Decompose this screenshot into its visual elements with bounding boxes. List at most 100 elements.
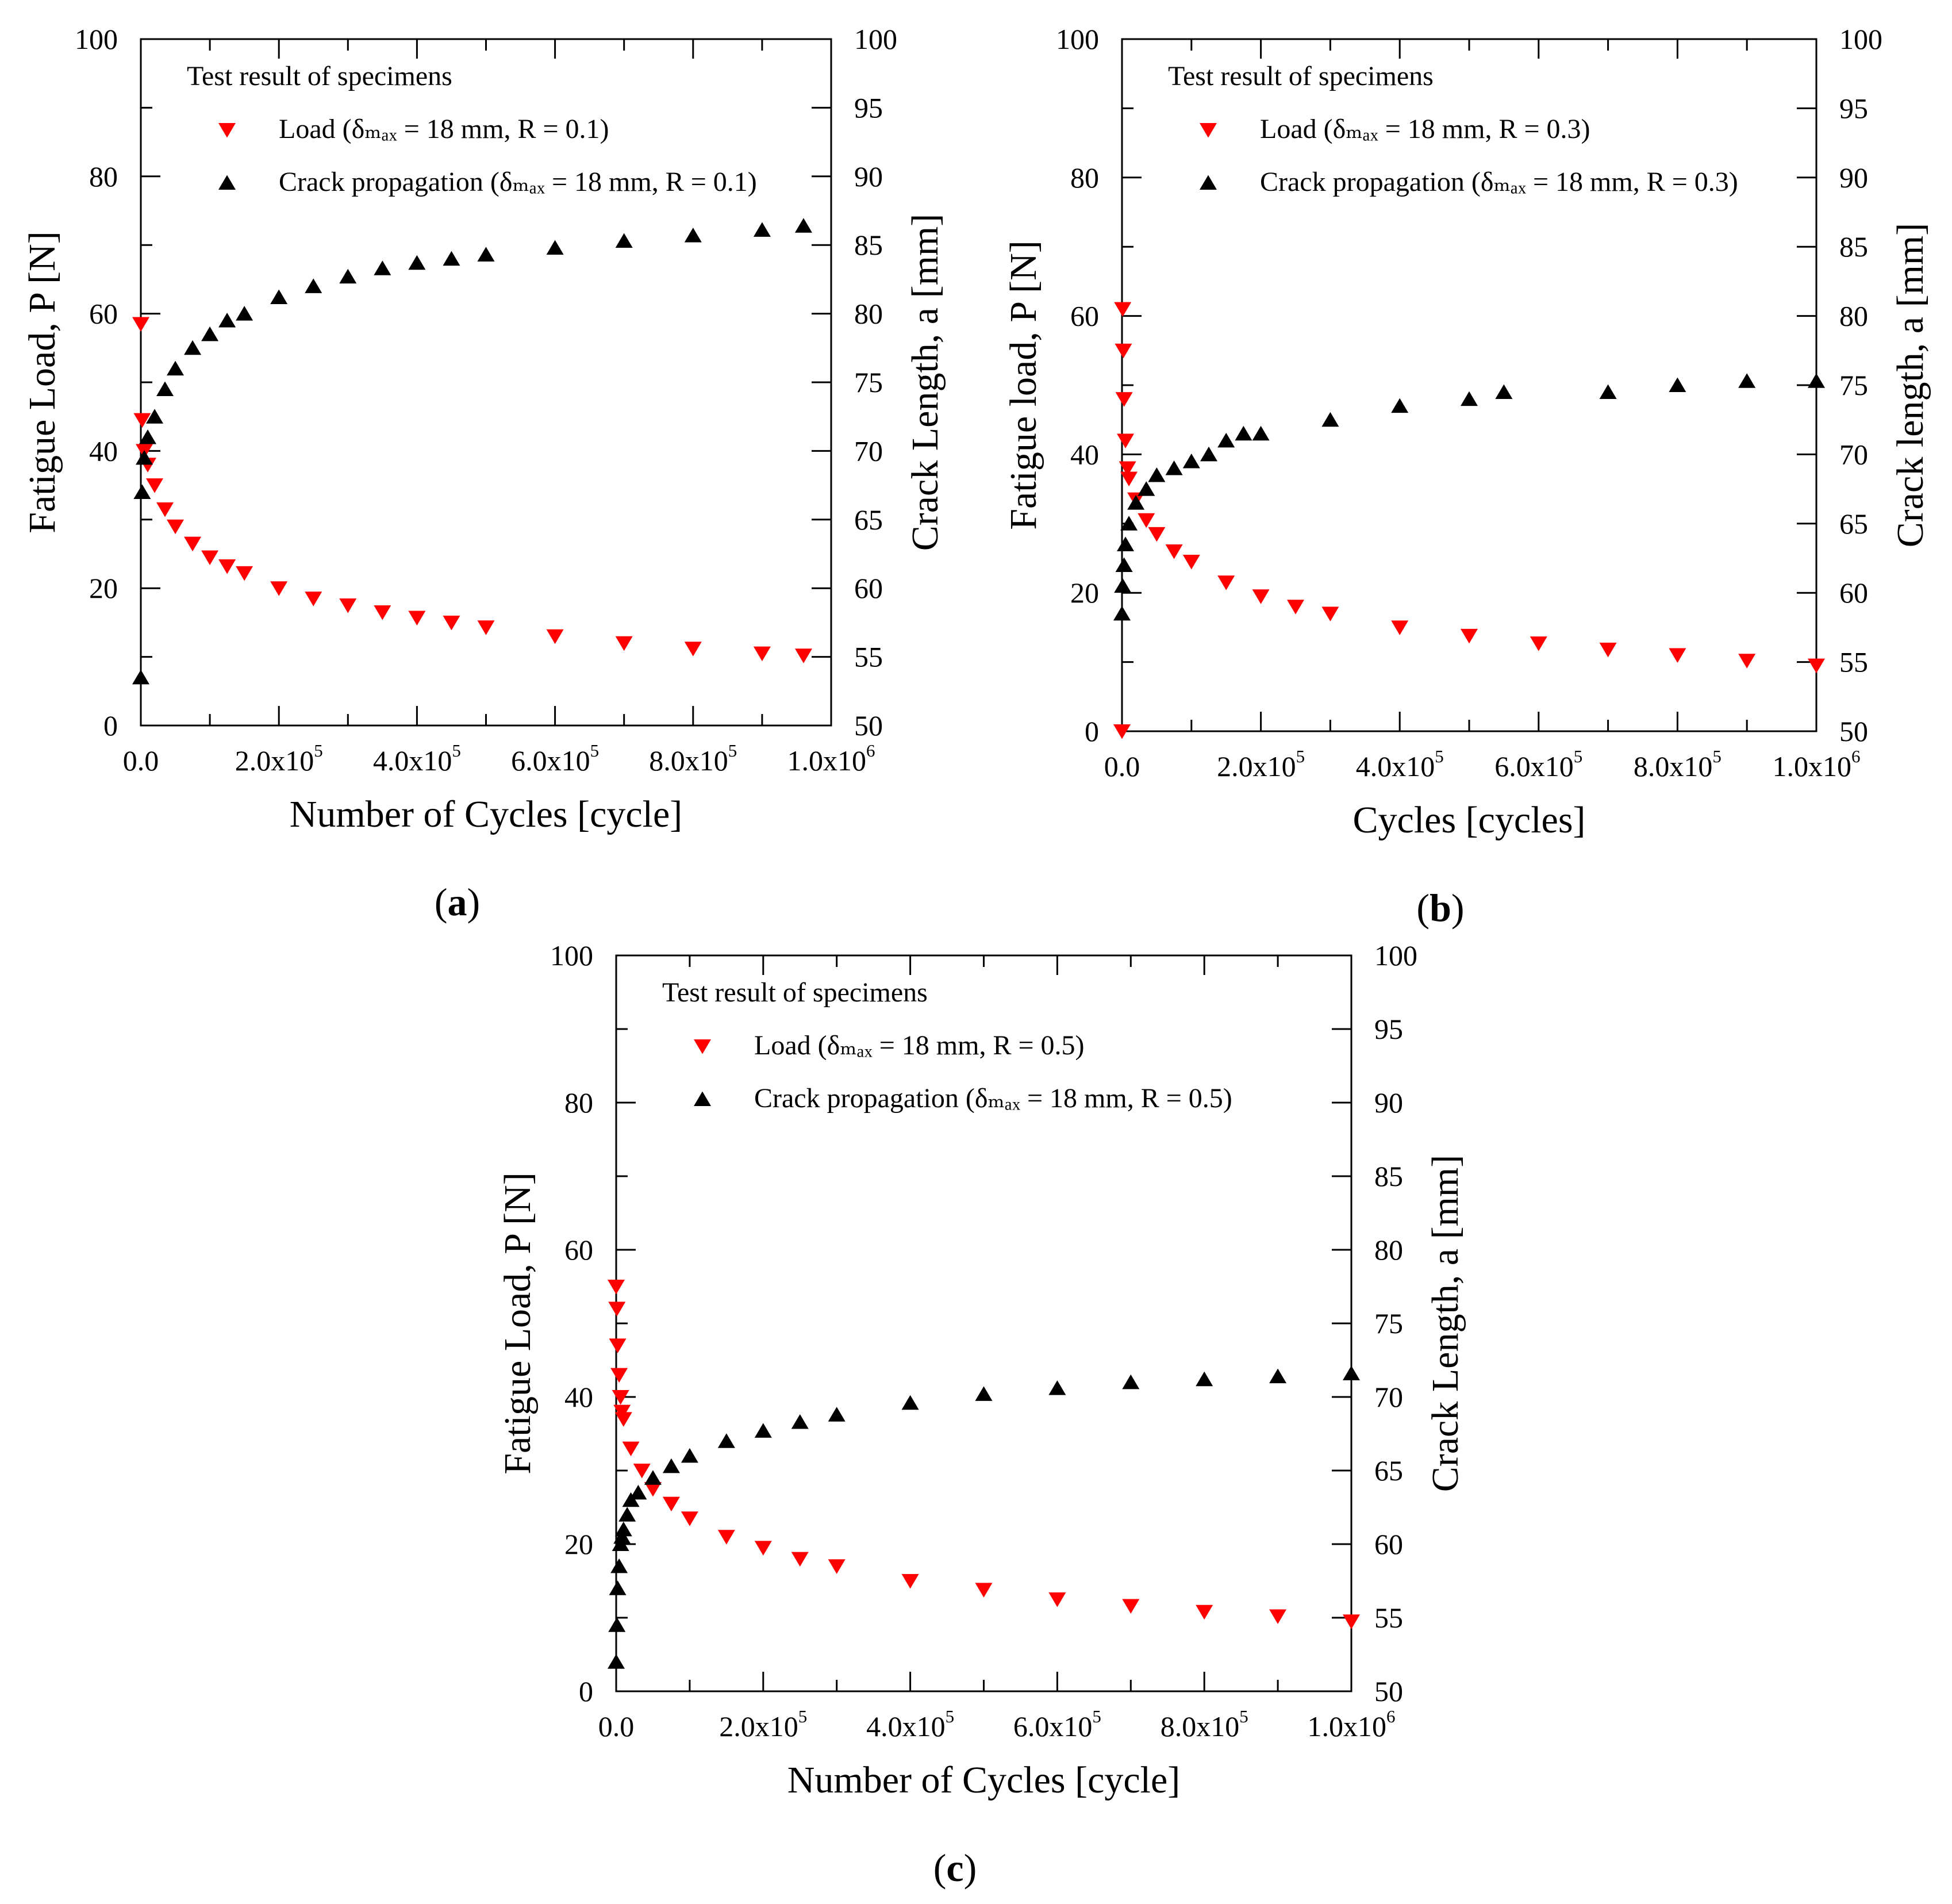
data-point xyxy=(717,1530,735,1545)
data-point xyxy=(753,222,771,237)
data-point xyxy=(662,1496,680,1512)
data-point xyxy=(615,636,633,651)
data-point xyxy=(609,1580,627,1595)
x-tick-mantissa: 8.0x10 xyxy=(649,744,728,777)
series-crack xyxy=(608,1365,1360,1669)
y-right-tick-label: 50 xyxy=(854,709,883,742)
x-tick-exponent: 5 xyxy=(728,740,737,761)
x-tick-exponent: 5 xyxy=(1712,746,1722,766)
y-left-axis-title: Fatigue Load, P [N] xyxy=(21,231,63,533)
y-right-tick-label: 95 xyxy=(854,91,883,124)
y-left-tick-label: 100 xyxy=(1056,23,1099,55)
legend-marker xyxy=(694,1091,711,1106)
x-tick-exponent: 5 xyxy=(1092,1706,1101,1726)
y-left-tick-label: 80 xyxy=(89,160,118,193)
x-tick-mantissa: 4.0x10 xyxy=(373,744,452,777)
data-point xyxy=(901,1395,919,1410)
data-point xyxy=(1599,384,1617,400)
data-point xyxy=(613,1404,631,1420)
data-point xyxy=(184,536,202,552)
y-right-tick-label: 90 xyxy=(1839,162,1868,194)
legend-label: Crack propagation (δₘₐₓ = 18 mm, R = 0.1… xyxy=(279,167,757,197)
legend-title: Test result of specimens xyxy=(662,977,928,1008)
data-point xyxy=(1269,1368,1287,1384)
data-point xyxy=(1252,425,1270,441)
panel-label-open: ( xyxy=(1416,886,1430,930)
y-right-tick-label: 70 xyxy=(1839,438,1868,470)
x-tick-label: 8.0x105 xyxy=(1634,746,1722,782)
x-tick-exponent: 5 xyxy=(590,740,600,761)
y-right-tick-label: 60 xyxy=(1839,577,1868,609)
y-right-tick-label: 70 xyxy=(854,435,883,467)
y-right-tick-label: 100 xyxy=(1374,939,1417,972)
series-load xyxy=(1113,302,1825,739)
data-point xyxy=(1217,575,1235,590)
legend-label: Crack propagation (δₘₐₓ = 18 mm, R = 0.3… xyxy=(1260,167,1738,197)
y-right-tick-label: 55 xyxy=(1374,1602,1403,1634)
x-tick-label: 1.0x106 xyxy=(787,740,875,777)
y-right-tick-label: 70 xyxy=(1374,1381,1403,1413)
y-right-tick-label: 85 xyxy=(1839,231,1868,263)
data-point xyxy=(1200,446,1217,462)
panel-label: (a) xyxy=(435,880,480,924)
data-point xyxy=(1182,453,1200,469)
data-point xyxy=(218,559,236,574)
data-point xyxy=(305,278,322,293)
legend-marker xyxy=(218,175,236,190)
data-point xyxy=(1113,605,1131,621)
data-point xyxy=(1599,642,1617,658)
data-point xyxy=(1182,555,1200,570)
x-tick-label: 0.0 xyxy=(123,744,159,777)
data-point xyxy=(1343,1614,1360,1629)
x-tick-label: 0.0 xyxy=(598,1710,635,1742)
data-point xyxy=(754,1423,772,1438)
y-right-tick-label: 65 xyxy=(1374,1454,1403,1487)
y-right-tick-label: 60 xyxy=(1374,1528,1403,1560)
y-left-tick-label: 80 xyxy=(564,1087,593,1119)
y-left-tick-label: 40 xyxy=(89,435,118,467)
y-left-axis-title: Fatigue load, P [N] xyxy=(1002,240,1044,529)
data-point xyxy=(717,1433,735,1448)
x-tick-exponent: 5 xyxy=(1239,1706,1248,1726)
y-right-tick-label: 75 xyxy=(1374,1307,1403,1339)
data-point xyxy=(374,260,391,275)
x-axis-title: Cycles [cycles] xyxy=(1353,799,1586,841)
x-tick-exponent: 5 xyxy=(946,1706,955,1726)
y-right-tick-label: 65 xyxy=(854,504,883,536)
legend-marker xyxy=(1200,123,1217,138)
x-tick-label: 4.0x105 xyxy=(1356,746,1444,782)
data-point xyxy=(443,251,460,266)
legend-marker xyxy=(218,123,236,138)
x-tick-label: 8.0x105 xyxy=(649,740,737,777)
data-point xyxy=(1122,1374,1140,1389)
data-point xyxy=(1114,578,1132,593)
data-point xyxy=(612,1390,629,1405)
x-tick-mantissa: 2.0x10 xyxy=(719,1710,798,1742)
data-point xyxy=(236,566,253,581)
y-right-tick-label: 95 xyxy=(1839,92,1868,124)
data-point xyxy=(408,611,426,626)
data-point xyxy=(615,233,633,248)
y-left-tick-label: 0 xyxy=(103,709,118,742)
y-left-tick-label: 100 xyxy=(75,23,118,55)
x-tick-mantissa: 4.0x10 xyxy=(1356,750,1435,782)
y-right-axis-title: Crack Length, a [mm] xyxy=(1424,1155,1466,1492)
data-point xyxy=(1343,1365,1360,1381)
x-tick-label: 2.0x105 xyxy=(719,1706,807,1742)
data-point xyxy=(610,1368,628,1383)
data-point xyxy=(1148,467,1166,482)
data-point xyxy=(608,1654,625,1669)
data-point xyxy=(132,317,149,332)
data-point xyxy=(614,1521,632,1537)
panel-label-close: ) xyxy=(964,1846,977,1890)
y-right-tick-label: 80 xyxy=(1839,300,1868,332)
data-point xyxy=(684,642,702,657)
data-point xyxy=(901,1574,919,1589)
panel-c: 0.0 2.0x105 4.0x105 6.0x105 8.0x105 1.0x10602… xyxy=(497,939,1466,1890)
x-tick-label: 4.0x105 xyxy=(866,1706,954,1742)
y-right-tick-label: 80 xyxy=(1374,1234,1403,1266)
data-point xyxy=(622,1441,640,1457)
legend-marker xyxy=(694,1039,711,1054)
y-right-tick-label: 80 xyxy=(854,298,883,330)
